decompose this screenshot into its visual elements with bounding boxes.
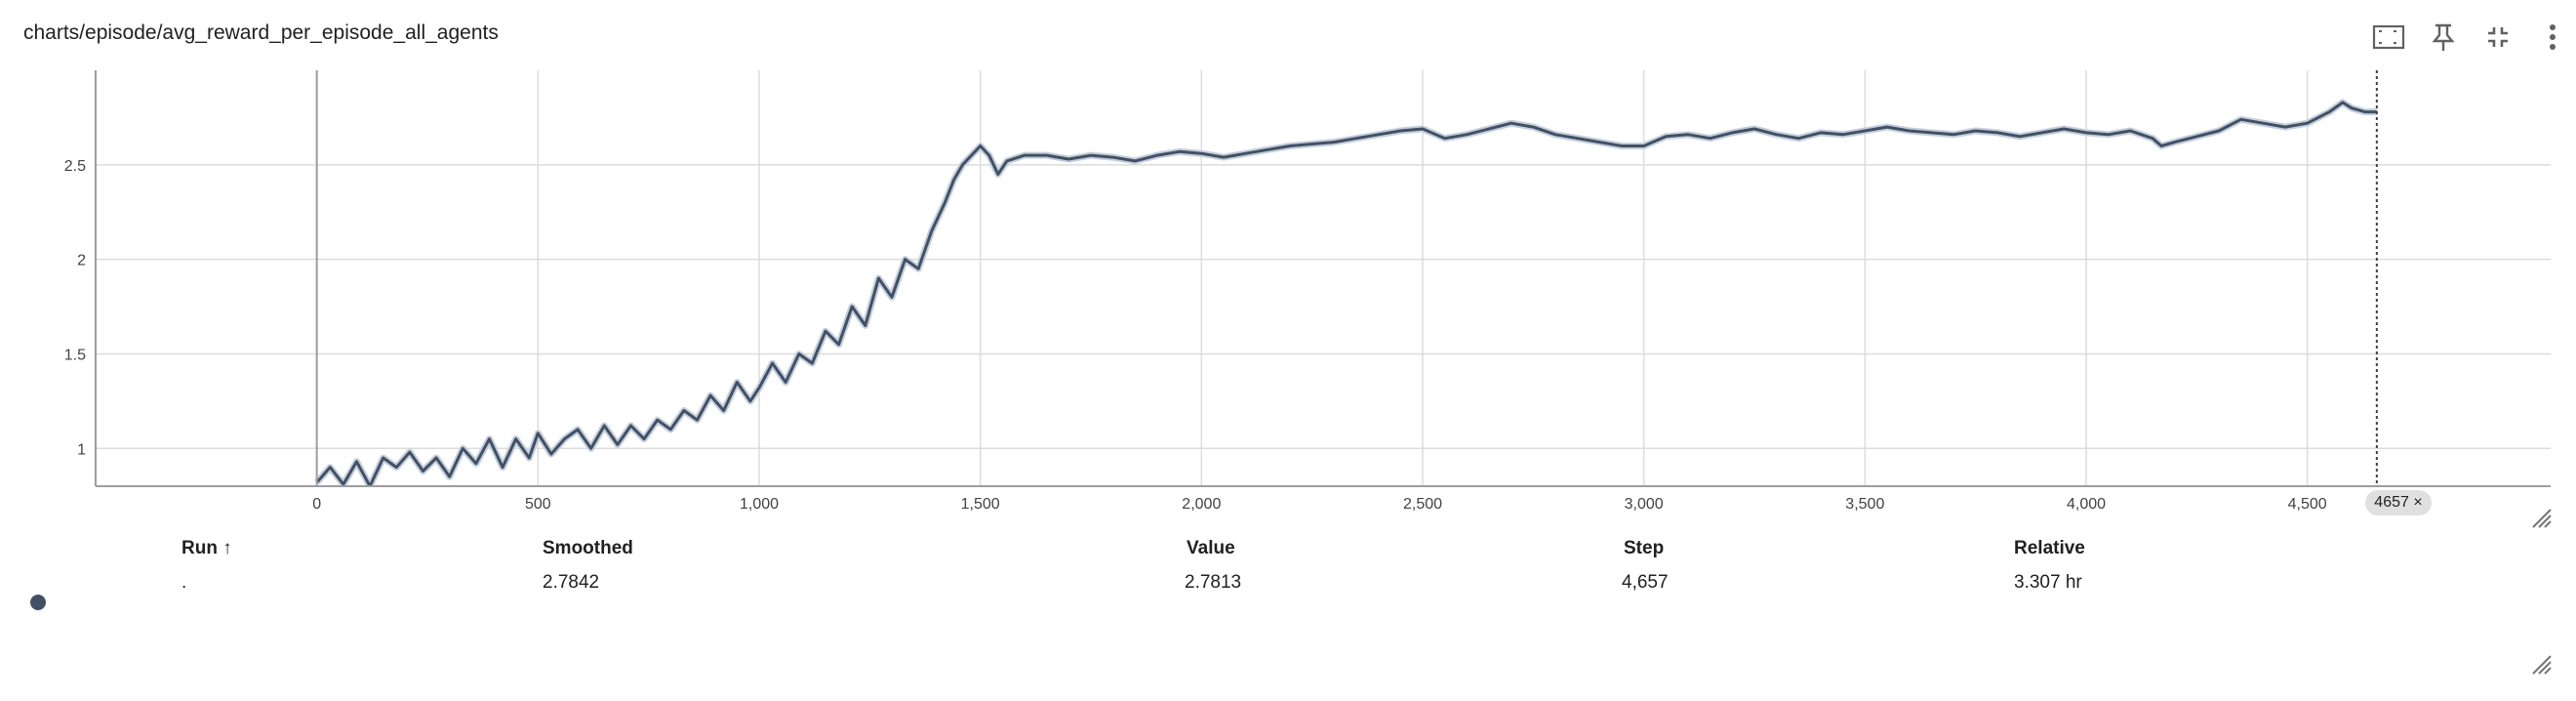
- col-header-value[interactable]: Value: [1187, 538, 1235, 558]
- cell-relative: 3.307 hr: [2014, 572, 2082, 593]
- x-tick-label: 1,500: [961, 496, 1000, 513]
- x-tick-label: 3,000: [1625, 496, 1664, 513]
- x-tick-label: 4,000: [2067, 496, 2106, 513]
- cell-value: 2.7813: [1185, 572, 1242, 593]
- y-tick-label: 2: [77, 253, 86, 269]
- col-header-run[interactable]: Run ↑: [181, 538, 232, 558]
- chart-grid: [96, 70, 2551, 486]
- col-header-step[interactable]: Step: [1624, 538, 1665, 558]
- col-header-relative[interactable]: Relative: [2014, 538, 2085, 558]
- chart-series: [314, 99, 2377, 486]
- x-tick-label: 0: [312, 496, 321, 513]
- pin-button[interactable]: [2424, 18, 2463, 57]
- card-resize-handle[interactable]: [2529, 652, 2553, 676]
- x-tick-label: 3,500: [1845, 496, 1884, 513]
- more-options-button[interactable]: [2533, 18, 2572, 57]
- run-color-dot: [30, 595, 46, 610]
- chart-ticks: 0 500 1,000 1,500 2,000 2,500 3,000 3,500 4,000 4…: [64, 158, 2327, 513]
- cell-smoothed: 2.7842: [543, 572, 600, 593]
- y-tick-label: 2.5: [64, 158, 86, 175]
- chart-resize-handle[interactable]: [2529, 506, 2553, 529]
- x-tick-label: 1,000: [740, 496, 779, 513]
- collapse-icon: [2488, 27, 2508, 47]
- collapse-button[interactable]: [2478, 18, 2517, 57]
- series-smoothed-line: [315, 101, 2377, 486]
- col-header-smoothed[interactable]: Smoothed: [543, 538, 633, 558]
- fit-domain-icon: [2372, 24, 2405, 50]
- x-tick-label: 2,000: [1182, 496, 1221, 513]
- cell-step: 4,657: [1622, 572, 1669, 593]
- y-tick-label: 1: [77, 441, 86, 458]
- more-vert-icon: [2550, 24, 2556, 50]
- series-raw-line: [314, 99, 2377, 486]
- step-marker-chip[interactable]: 4657 ×: [2365, 490, 2432, 515]
- x-tick-label: 500: [525, 496, 551, 513]
- cell-run: .: [181, 572, 187, 593]
- x-tick-label: 4,500: [2288, 496, 2327, 513]
- x-tick-label: 2,500: [1403, 496, 1442, 513]
- fit-domain-button[interactable]: [2369, 18, 2408, 57]
- chart-title: charts/episode/avg_reward_per_episode_al…: [23, 21, 499, 44]
- y-tick-label: 1.5: [64, 347, 86, 363]
- pin-icon: [2432, 23, 2455, 51]
